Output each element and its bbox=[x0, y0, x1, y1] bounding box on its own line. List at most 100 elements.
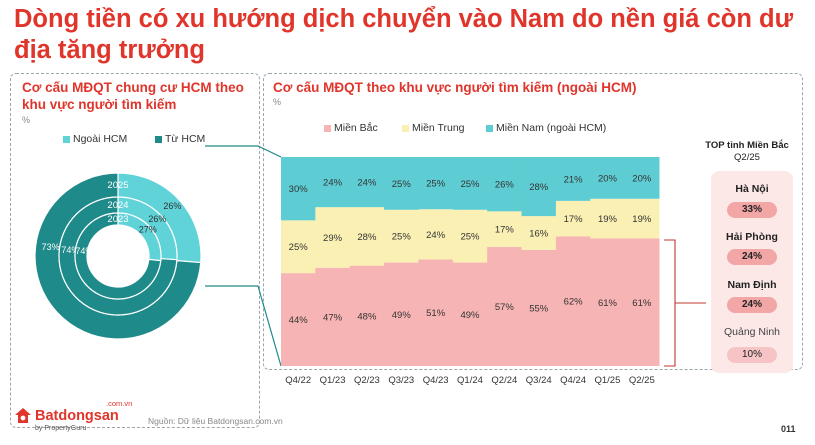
x-tick-Q2/24: Q2/24 bbox=[491, 375, 517, 386]
bar-south-Q4/24 bbox=[555, 157, 591, 201]
donut-label-outside-2025: 26% bbox=[163, 201, 181, 211]
bar-label-south-Q2/24: 26% bbox=[495, 180, 515, 191]
bar-label-north-Q4/22: 44% bbox=[289, 315, 309, 326]
legend-south: Miền Nam (ngoài HCM) bbox=[486, 122, 606, 134]
legend-from-hcm-swatch bbox=[155, 135, 162, 143]
connector-top-line bbox=[205, 145, 282, 158]
legend-from-hcm: Từ HCM bbox=[155, 133, 205, 145]
bar-label-south-Q3/23: 25% bbox=[392, 179, 412, 190]
bar-south-Q1/24 bbox=[452, 157, 488, 210]
bar-central-Q3/24 bbox=[521, 216, 557, 250]
bar-central-Q2/24 bbox=[487, 211, 523, 247]
bar-label-central-Q1/25: 19% bbox=[598, 214, 618, 225]
top-provinces-title-line1: TOP tỉnh Miền Bắc bbox=[705, 140, 789, 151]
top-provinces-title: TOP tỉnh Miền Bắc Q2/25 bbox=[700, 140, 794, 164]
legend-outside-hcm-swatch bbox=[63, 135, 70, 143]
page-number: 011 bbox=[781, 424, 796, 434]
donut-chart: 26% 73% 2025 26% 74% 2024 27% 74% 2023 bbox=[34, 172, 202, 340]
bar-south-Q4/22 bbox=[281, 157, 316, 221]
bar-label-south-Q1/24: 25% bbox=[460, 179, 480, 190]
bar-central-Q1/24 bbox=[452, 209, 488, 263]
legend-north: Miền Bắc bbox=[324, 122, 378, 134]
legend-outside-hcm: Ngoài HCM bbox=[63, 133, 127, 145]
donut-label-from-hcm-2024: 74% bbox=[61, 245, 79, 255]
bar-central-Q1/25 bbox=[590, 198, 626, 239]
bar-south-Q3/24 bbox=[521, 157, 557, 217]
x-tick-Q4/23: Q4/23 bbox=[423, 375, 449, 386]
bar-central-Q4/24 bbox=[555, 200, 591, 237]
bar-label-north-Q1/25: 61% bbox=[598, 298, 618, 309]
bar-central-Q4/22 bbox=[281, 220, 316, 274]
province-name-ha-noi: Hà Nội bbox=[735, 183, 769, 195]
bar-label-north-Q2/24: 57% bbox=[495, 302, 515, 313]
x-tick-Q1/23: Q1/23 bbox=[320, 375, 346, 386]
bar-central-Q3/23 bbox=[384, 209, 419, 263]
bar-label-south-Q2/25: 20% bbox=[632, 173, 652, 184]
legend-central-swatch bbox=[402, 124, 409, 132]
legend-north-swatch bbox=[324, 124, 331, 132]
top-provinces-title-line2: Q2/25 bbox=[734, 152, 760, 163]
bar-label-north-Q2/23: 48% bbox=[357, 311, 377, 322]
bar-label-north-Q4/24: 62% bbox=[564, 297, 584, 308]
headline: Dòng tiền có xu hướng dịch chuyển vào Na… bbox=[14, 5, 794, 64]
bar-south-Q1/23 bbox=[315, 157, 351, 208]
bar-label-central-Q3/24: 16% bbox=[529, 229, 549, 240]
right-panel: Cơ cấu MĐQT theo khu vực người tìm kiếm … bbox=[263, 73, 803, 370]
bar-label-central-Q2/25: 19% bbox=[632, 214, 652, 225]
province-value-hai-phong: 24% bbox=[727, 249, 777, 265]
province-value-quang-ninh: 10% bbox=[727, 347, 777, 363]
x-tick-Q1/25: Q1/25 bbox=[595, 375, 621, 386]
bar-north-Q4/22 bbox=[281, 273, 316, 366]
left-panel-unit: % bbox=[22, 115, 31, 125]
bar-north-Q3/24 bbox=[521, 249, 557, 366]
bar-label-south-Q3/24: 28% bbox=[529, 182, 549, 193]
legend-from-hcm-label: Từ HCM bbox=[165, 133, 206, 145]
bar-label-central-Q4/24: 17% bbox=[564, 214, 584, 225]
donut-ring-year-2023: 2023 bbox=[107, 214, 128, 225]
province-name-nam-dinh: Nam Định bbox=[727, 279, 777, 291]
bar-central-Q2/25 bbox=[624, 198, 660, 239]
connector-lines bbox=[205, 145, 706, 367]
legend-north-label: Miền Bắc bbox=[334, 122, 378, 134]
legend-central-label: Miền Trung bbox=[412, 122, 465, 134]
province-name-quang-ninh: Quảng Ninh bbox=[723, 326, 781, 338]
bar-label-central-Q4/23: 24% bbox=[426, 230, 446, 241]
top-provinces-box: Hà Nội 33% Hải Phòng 24% Nam Định 24% Qu… bbox=[711, 171, 793, 373]
bar-label-south-Q1/23: 24% bbox=[323, 178, 343, 189]
bar-south-Q3/23 bbox=[384, 157, 419, 210]
bar-south-Q2/24 bbox=[487, 157, 523, 212]
x-tick-Q2/25: Q2/25 bbox=[629, 375, 655, 386]
brand-logo-icon bbox=[15, 408, 31, 423]
donut-label-outside-2023: 27% bbox=[139, 224, 157, 234]
bar-label-north-Q1/23: 47% bbox=[323, 312, 343, 323]
bar-label-south-Q4/22: 30% bbox=[289, 184, 309, 195]
x-tick-Q1/24: Q1/24 bbox=[457, 375, 483, 386]
donut-label-from-hcm-2023: 74% bbox=[75, 246, 93, 256]
donut-label-outside-2024: 26% bbox=[148, 214, 166, 224]
right-panel-unit: % bbox=[273, 97, 282, 107]
donut-label-from-hcm-2025: 73% bbox=[42, 242, 60, 252]
legend-south-label: Miền Nam (ngoài HCM) bbox=[496, 122, 607, 134]
right-panel-title: Cơ cấu MĐQT theo khu vực người tìm kiếm … bbox=[273, 80, 637, 95]
left-panel: Cơ cấu MĐQT chung cư HCM theo khu vực ng… bbox=[10, 73, 260, 428]
bar-label-south-Q1/25: 20% bbox=[598, 173, 618, 184]
bar-label-north-Q3/24: 55% bbox=[529, 303, 549, 314]
bar-north-Q2/24 bbox=[487, 246, 523, 366]
bar-north-Q3/23 bbox=[384, 262, 419, 366]
bar-north-Q2/23 bbox=[349, 265, 385, 366]
bar-central-Q1/23 bbox=[315, 207, 351, 268]
x-tick-Q4/24: Q4/24 bbox=[560, 375, 586, 386]
x-tick-Q2/23: Q2/23 bbox=[354, 375, 380, 386]
bar-north-Q1/23 bbox=[315, 267, 351, 366]
brand-domain: .com.vn bbox=[106, 399, 133, 408]
source-note: Nguồn: Dữ liệu Batdongsan.com.vn bbox=[148, 416, 283, 426]
bar-label-north-Q3/23: 49% bbox=[392, 310, 412, 321]
donut-ring-year-2024: 2024 bbox=[107, 200, 128, 211]
brand-by: by PropertyGuru bbox=[35, 425, 87, 432]
bar-label-central-Q2/23: 28% bbox=[357, 232, 377, 243]
bar-label-central-Q4/22: 25% bbox=[289, 242, 309, 253]
legend-central: Miền Trung bbox=[402, 122, 465, 134]
province-value-ha-noi: 33% bbox=[727, 202, 777, 218]
bar-central-Q2/23 bbox=[349, 207, 385, 266]
bar-label-central-Q2/24: 17% bbox=[495, 225, 515, 236]
